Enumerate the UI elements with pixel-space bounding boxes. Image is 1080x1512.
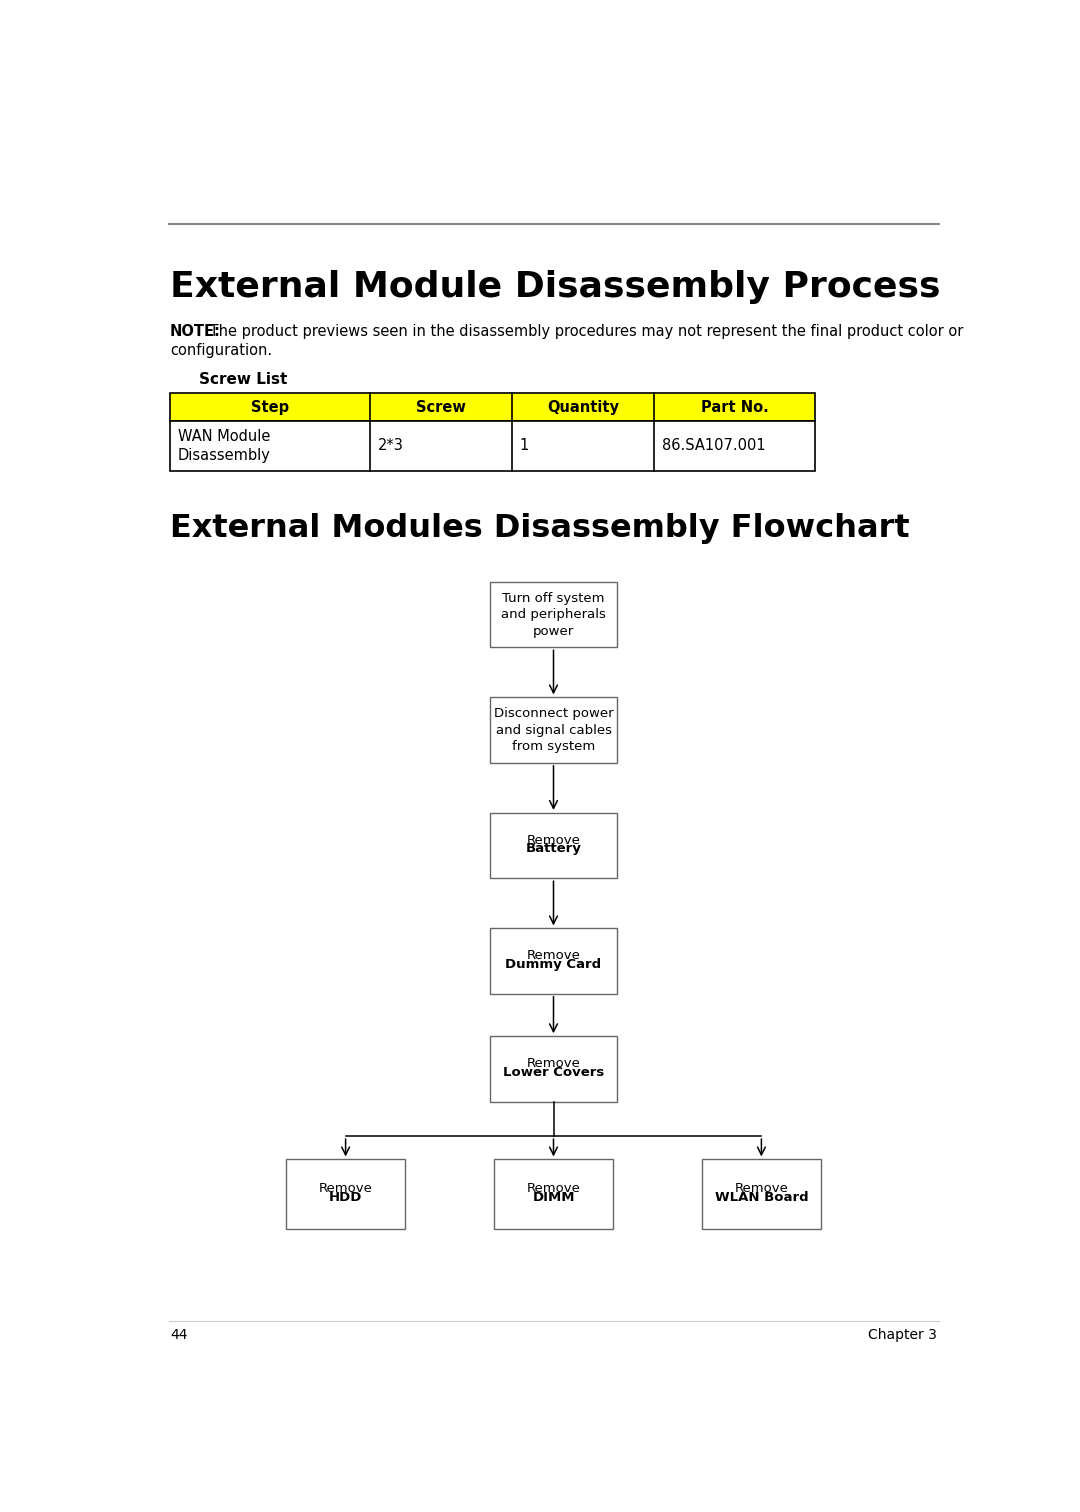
Bar xyxy=(490,928,617,993)
Text: WAN Module
Disassembly: WAN Module Disassembly xyxy=(178,428,271,463)
Text: Screw: Screw xyxy=(416,399,465,414)
Text: 44: 44 xyxy=(170,1328,188,1343)
Text: WLAN Board: WLAN Board xyxy=(715,1191,808,1204)
Text: NOTE:: NOTE: xyxy=(170,324,221,339)
Text: Remove: Remove xyxy=(734,1182,788,1194)
Text: configuration.: configuration. xyxy=(170,343,272,358)
Text: HDD: HDD xyxy=(329,1191,362,1204)
Text: Turn off system
and peripherals
power: Turn off system and peripherals power xyxy=(501,591,606,638)
Text: Remove: Remove xyxy=(527,1057,580,1070)
Text: Remove: Remove xyxy=(527,1182,580,1194)
Text: Remove: Remove xyxy=(319,1182,373,1194)
Text: The product previews seen in the disassembly procedures may not represent the fi: The product previews seen in the disasse… xyxy=(205,324,963,339)
Bar xyxy=(170,393,815,420)
Text: Disconnect power
and signal cables
from system: Disconnect power and signal cables from … xyxy=(494,708,613,753)
Text: Screw List: Screw List xyxy=(200,372,287,387)
Text: Battery: Battery xyxy=(526,842,581,856)
Text: DIMM: DIMM xyxy=(532,1191,575,1204)
Text: Chapter 3: Chapter 3 xyxy=(868,1328,937,1343)
Bar xyxy=(702,1160,821,1229)
Bar xyxy=(490,813,617,878)
Bar xyxy=(490,697,617,762)
Text: 86.SA107.001: 86.SA107.001 xyxy=(662,438,766,454)
Text: External Modules Disassembly Flowchart: External Modules Disassembly Flowchart xyxy=(170,513,909,543)
Bar xyxy=(170,420,815,470)
Bar xyxy=(286,1160,405,1229)
Bar xyxy=(490,582,617,647)
Text: External Module Disassembly Process: External Module Disassembly Process xyxy=(170,271,941,304)
Text: Remove: Remove xyxy=(527,950,580,962)
Bar xyxy=(490,1036,617,1102)
Text: Remove: Remove xyxy=(527,833,580,847)
Text: 2*3: 2*3 xyxy=(378,438,404,454)
Text: Dummy Card: Dummy Card xyxy=(505,957,602,971)
Text: Quantity: Quantity xyxy=(546,399,619,414)
Text: Step: Step xyxy=(251,399,289,414)
Bar xyxy=(494,1160,613,1229)
Text: Part No.: Part No. xyxy=(701,399,769,414)
Text: Lower Covers: Lower Covers xyxy=(503,1066,604,1078)
Text: 1: 1 xyxy=(519,438,529,454)
